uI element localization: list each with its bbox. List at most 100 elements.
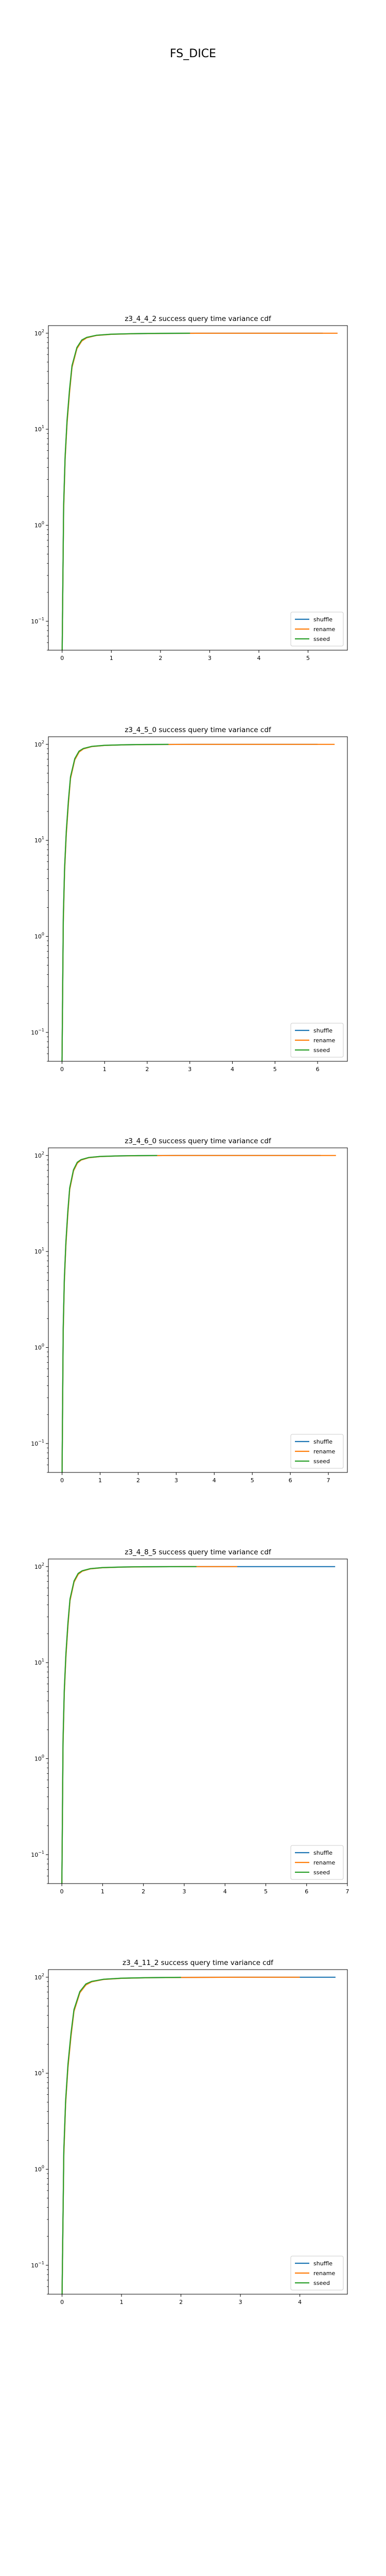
chart-3: z3_4_6_0 success query time variance cdf… [31,1137,348,1484]
legend-label-shuffle: shuffle [313,1027,332,1034]
legend-label-rename: rename [313,1859,335,1866]
series-line-shuffle [61,743,318,1061]
axes-frame [48,736,348,1062]
axes-frame [48,1558,348,1884]
legend-box [290,612,344,647]
y-tick-label: 100 [34,1343,44,1351]
x-tick-label: 2 [142,1888,145,1895]
x-tick-label: 4 [223,1888,227,1895]
chart-2: z3_4_5_0 success query time variance cdf… [31,726,348,1073]
legend-label-shuffle: shuffle [313,1438,332,1445]
series-line-rename [61,1976,300,2294]
y-tick-label: 102 [34,329,44,337]
legend-label-sseed: sseed [313,1869,330,1876]
series-line-shuffle [61,1155,321,1472]
x-tick-label: 4 [298,2299,302,2306]
x-tick-label: 5 [251,1477,254,1484]
series-line-sseed [61,332,190,650]
series-group [61,1976,336,2294]
y-tick-label: 100 [34,932,44,940]
legend: shuffle rename sseed [290,612,344,647]
x-tick-label: 5 [273,1066,277,1073]
y-tick-label: 101 [34,1658,44,1666]
chart-title: z3_4_5_0 success query time variance cdf [125,726,272,734]
x-tick-label: 3 [239,2299,242,2306]
y-tick-label: 102 [34,1151,44,1159]
x-tick-label: 4 [231,1066,234,1073]
x-tick-label: 4 [213,1477,216,1484]
x-tick-label: 3 [182,1888,186,1895]
legend-label-shuffle: shuffle [313,2260,332,2267]
legend: shuffle rename sseed [290,1845,344,1880]
series-line-sseed [61,1566,197,1884]
series-line-sseed [61,1155,157,1472]
y-tick-label: 10−1 [31,1850,44,1858]
legend-box [290,1023,344,1058]
axes-frame [48,1969,348,2295]
y-tick-label: 10−1 [31,617,44,625]
legend-label-rename: rename [313,626,335,633]
y-tick-label: 10−1 [31,1439,44,1447]
chart-title: z3_4_11_2 success query time variance cd… [122,1959,274,1967]
y-tick-label: 101 [34,2069,44,2077]
series-group [61,1566,336,1884]
x-tick-label: 7 [327,1477,330,1484]
x-tick-label: 4 [257,655,260,662]
x-tick-label: 0 [60,1066,64,1073]
x-tick-label: 2 [179,2299,183,2306]
legend-box [290,1434,344,1469]
legend-label-sseed: sseed [313,2280,330,2286]
legend-label-sseed: sseed [313,636,330,642]
series-line-rename [61,1566,237,1884]
series-group [61,1155,336,1472]
x-tick-label: 2 [146,1066,149,1073]
legend: shuffle rename sseed [290,1023,344,1058]
x-tick-label: 6 [316,1066,320,1073]
x-tick-label: 1 [110,655,113,662]
x-tick-label: 2 [136,1477,140,1484]
y-tick-label: 102 [34,740,44,748]
legend: shuffle rename sseed [290,1434,344,1469]
series-line-rename [61,1155,336,1472]
y-tick-label: 102 [34,1562,44,1570]
series-group [61,743,335,1061]
x-tick-label: 6 [289,1477,292,1484]
series-line-rename [61,332,338,650]
y-tick-label: 101 [34,1247,44,1255]
series-line-sseed [61,743,169,1061]
y-tick-label: 101 [34,425,44,433]
legend-label-rename: rename [313,1448,335,1455]
x-tick-label: 7 [346,1888,349,1895]
legend-label-shuffle: shuffle [313,1850,332,1856]
legend-label-sseed: sseed [313,1047,330,1054]
series-line-rename [61,743,335,1061]
series-line-shuffle [61,1976,336,2294]
chart-title: z3_4_4_2 success query time variance cdf [125,315,272,323]
series-group [61,332,338,650]
figure-title: FS_DICE [170,47,216,60]
x-tick-label: 2 [159,655,162,662]
x-tick-label: 5 [264,1888,268,1895]
x-tick-label: 3 [188,1066,191,1073]
legend: shuffle rename sseed [290,2256,344,2291]
legend-box [290,1845,344,1880]
axes-frame [48,1147,348,1473]
y-tick-label: 10−1 [31,2261,44,2269]
legend-label-shuffle: shuffle [313,616,332,623]
y-tick-label: 100 [34,521,44,529]
x-tick-label: 0 [60,2299,64,2306]
legend-label-rename: rename [313,1037,335,1044]
y-tick-label: 102 [34,1973,44,1981]
x-tick-label: 5 [306,655,310,662]
x-tick-label: 1 [101,1888,104,1895]
chart-5: z3_4_11_2 success query time variance cd… [31,1959,348,2306]
legend-label-rename: rename [313,2270,335,2277]
chart-title: z3_4_8_5 success query time variance cdf [125,1548,272,1556]
series-line-shuffle [61,1566,336,1884]
x-tick-label: 1 [103,1066,107,1073]
chart-1: z3_4_4_2 success query time variance cdf… [31,315,348,662]
x-tick-label: 1 [120,2299,124,2306]
legend-label-sseed: sseed [313,1458,330,1465]
legend-box [290,2256,344,2291]
